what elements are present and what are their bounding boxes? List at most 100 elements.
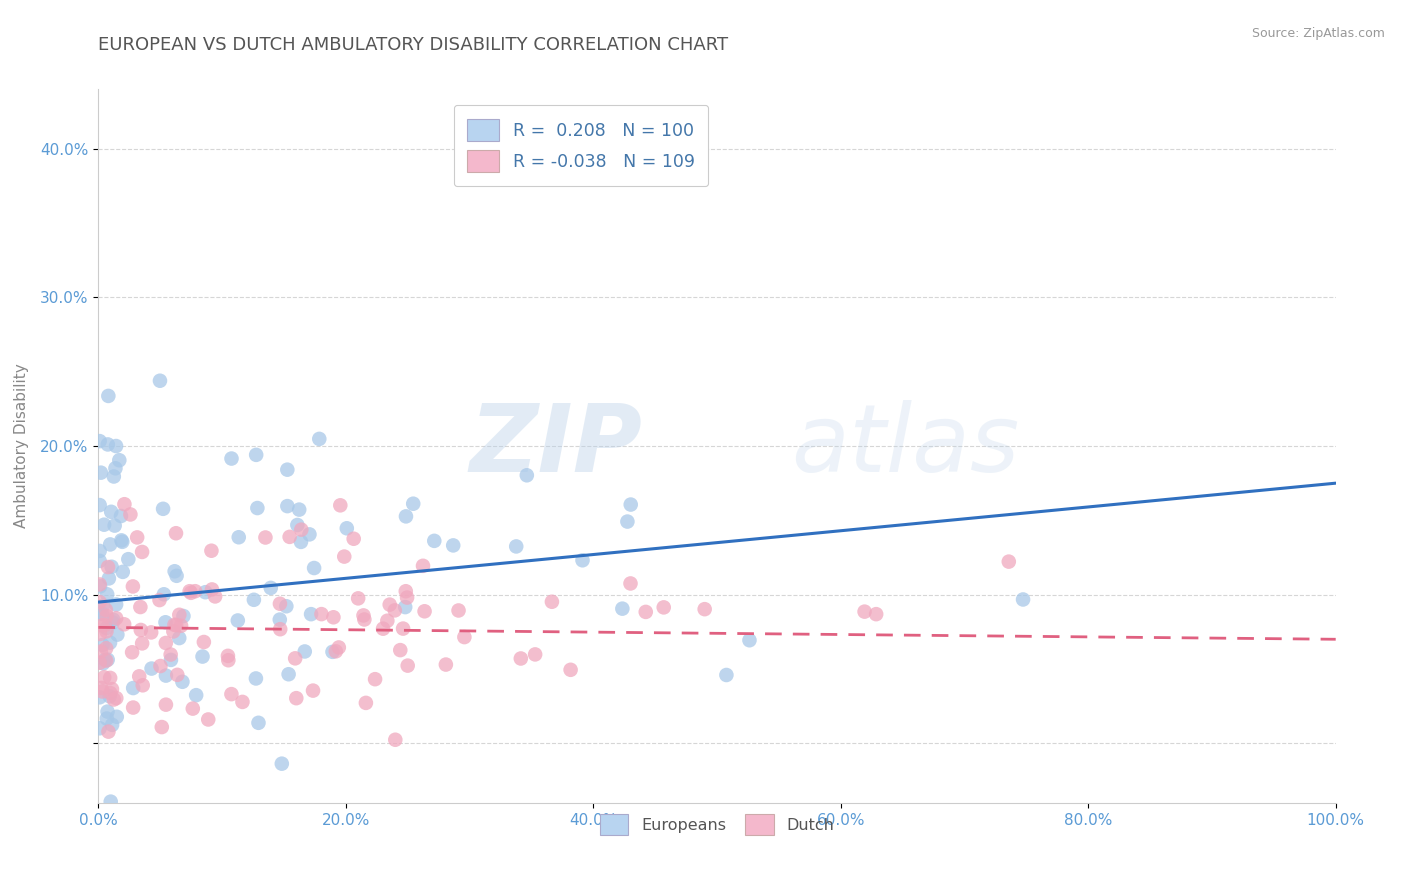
Point [402, 497, 425, 511]
Point [364, 672, 387, 686]
Point [285, 691, 308, 706]
Point [155, 615, 177, 630]
Point [105, 710, 128, 724]
Point [612, 601, 634, 615]
Point [328, 640, 350, 655]
Point [162, 624, 184, 639]
Point [112, 497, 135, 511]
Point [89, 554, 111, 568]
Point [375, 614, 398, 628]
Point [243, 592, 266, 607]
Point [170, 619, 193, 633]
Point [101, 718, 124, 732]
Point [96, 712, 118, 726]
Point [396, 591, 419, 605]
Point [423, 533, 446, 548]
Point [693, 602, 716, 616]
Point [571, 553, 593, 567]
Point [121, 645, 143, 659]
Point [217, 653, 239, 667]
Point [97, 724, 120, 739]
Point [652, 600, 675, 615]
Point [634, 605, 657, 619]
Point [98, 537, 121, 551]
Point [94, 653, 117, 667]
Point [853, 605, 876, 619]
Point [413, 604, 436, 618]
Text: ZIP: ZIP [470, 400, 643, 492]
Point [89, 434, 111, 449]
Point [354, 696, 377, 710]
Point [290, 535, 312, 549]
Point [93, 517, 115, 532]
Point [179, 584, 201, 599]
Point [112, 617, 135, 632]
Point [169, 607, 191, 622]
Point [1012, 592, 1035, 607]
Point [231, 695, 253, 709]
Legend: Europeans, Dutch: Europeans, Dutch [593, 808, 841, 841]
Point [153, 587, 176, 601]
Point [100, 559, 122, 574]
Point [384, 732, 406, 747]
Point [201, 582, 224, 597]
Point [105, 439, 128, 453]
Point [228, 530, 250, 544]
Point [91, 599, 114, 613]
Point [298, 527, 321, 541]
Point [105, 691, 128, 706]
Point [619, 576, 641, 591]
Point [165, 526, 187, 541]
Point [505, 540, 527, 554]
Y-axis label: Ambulatory Disability: Ambulatory Disability [14, 364, 30, 528]
Point [308, 432, 330, 446]
Point [159, 648, 181, 662]
Point [260, 581, 283, 595]
Point [270, 756, 292, 771]
Point [98, 671, 121, 685]
Point [290, 523, 312, 537]
Point [166, 569, 188, 583]
Point [333, 549, 356, 564]
Point [89, 579, 111, 593]
Point [180, 586, 202, 600]
Point [127, 530, 149, 544]
Point [94, 603, 117, 617]
Point [101, 615, 124, 630]
Point [149, 374, 172, 388]
Point [294, 644, 316, 658]
Point [98, 690, 121, 704]
Point [325, 644, 347, 658]
Point [97, 571, 120, 585]
Point [434, 657, 457, 672]
Point [245, 672, 267, 686]
Point [132, 678, 155, 692]
Point [96, 587, 118, 601]
Point [149, 659, 172, 673]
Point [160, 653, 183, 667]
Point [97, 389, 120, 403]
Point [347, 591, 370, 606]
Point [204, 590, 226, 604]
Point [186, 688, 208, 702]
Point [246, 501, 269, 516]
Point [131, 545, 153, 559]
Point [93, 670, 115, 684]
Point [129, 623, 152, 637]
Point [122, 681, 145, 695]
Point [89, 656, 111, 670]
Point [128, 669, 150, 683]
Point [165, 618, 187, 632]
Point [110, 508, 132, 523]
Point [616, 515, 638, 529]
Text: atlas: atlas [792, 401, 1019, 491]
Point [394, 600, 416, 615]
Point [103, 469, 125, 483]
Point [91, 657, 114, 671]
Point [89, 721, 111, 735]
Point [91, 618, 114, 632]
Point [226, 614, 249, 628]
Point [453, 630, 475, 644]
Point [302, 683, 325, 698]
Point [91, 607, 114, 621]
